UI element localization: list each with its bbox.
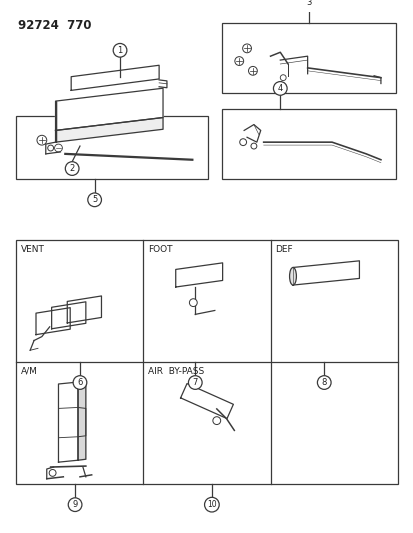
Polygon shape [175, 263, 222, 287]
Polygon shape [71, 65, 159, 91]
Polygon shape [58, 382, 78, 462]
Bar [221, 109, 395, 179]
Text: FOOT: FOOT [148, 245, 173, 254]
Circle shape [73, 376, 87, 390]
Circle shape [68, 498, 82, 512]
Circle shape [65, 161, 79, 175]
Text: 5: 5 [92, 195, 97, 204]
Text: 7: 7 [192, 378, 197, 387]
Polygon shape [36, 308, 70, 335]
Text: AIR  BY-PASS: AIR BY-PASS [148, 367, 204, 376]
Circle shape [204, 497, 219, 512]
Circle shape [88, 193, 101, 207]
Text: 2: 2 [69, 164, 75, 173]
Text: 3: 3 [305, 0, 311, 7]
Ellipse shape [289, 268, 296, 285]
Polygon shape [55, 118, 163, 142]
Circle shape [189, 298, 197, 306]
Circle shape [317, 376, 330, 390]
Text: A/M: A/M [21, 367, 38, 376]
Bar [17, 240, 396, 484]
Circle shape [188, 376, 202, 390]
Text: 1: 1 [117, 46, 122, 55]
Circle shape [113, 44, 126, 57]
Circle shape [212, 417, 220, 425]
Text: 92724  770: 92724 770 [18, 19, 92, 33]
Bar [17, 116, 207, 179]
Text: DEF: DEF [275, 245, 292, 254]
Text: 8: 8 [321, 378, 326, 387]
Polygon shape [292, 261, 358, 285]
Text: 9: 9 [72, 500, 78, 509]
Polygon shape [180, 384, 233, 418]
Text: 10: 10 [206, 500, 216, 509]
Polygon shape [52, 302, 85, 329]
Circle shape [49, 470, 56, 477]
Polygon shape [55, 88, 163, 131]
Polygon shape [67, 296, 101, 323]
Bar [221, 23, 395, 93]
Circle shape [273, 82, 287, 95]
Circle shape [301, 0, 315, 9]
Text: 4: 4 [277, 84, 282, 93]
Polygon shape [78, 381, 85, 460]
Text: 6: 6 [77, 378, 83, 387]
Text: VENT: VENT [21, 245, 45, 254]
